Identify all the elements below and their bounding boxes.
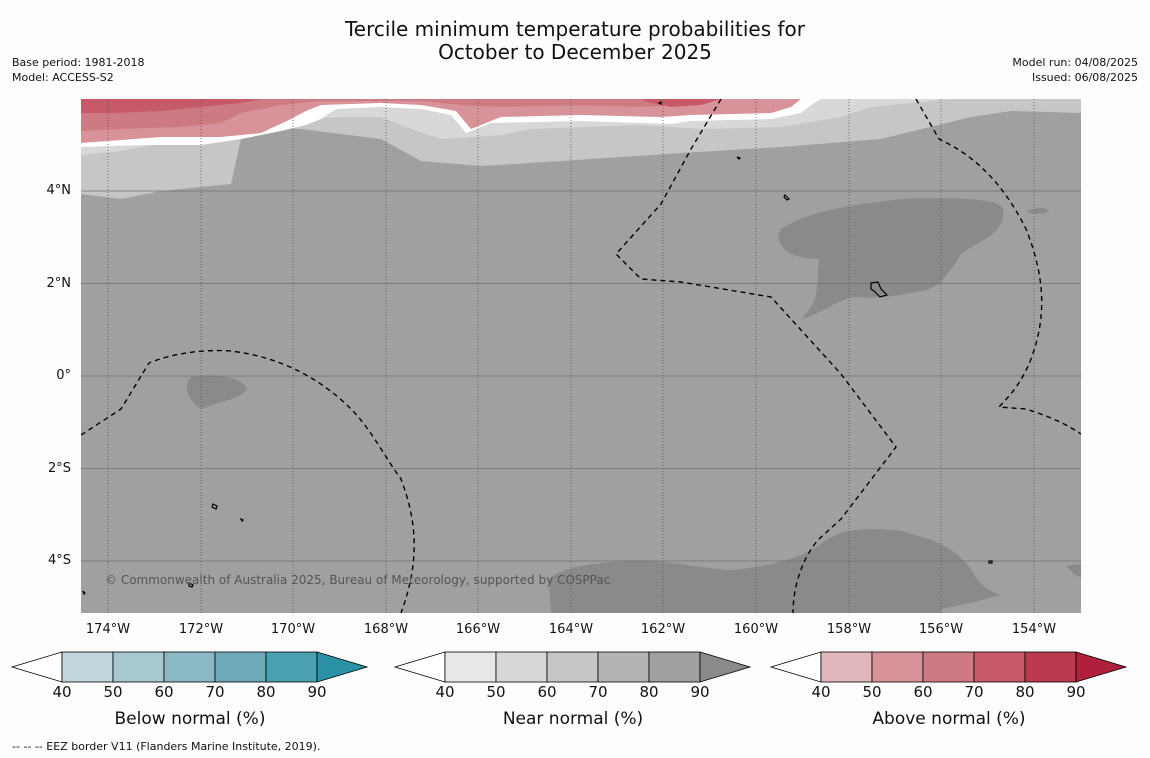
lon-label-172w: 172°W (178, 622, 224, 637)
above-normal-50-region (81, 99, 801, 143)
eez-footnote: -- -- -- EEZ border V11 (Flanders Marine… (12, 740, 321, 753)
title-line-2: October to December 2025 (438, 40, 712, 64)
colorbar-swatch (871, 651, 924, 683)
model-name: Model: ACCESS-S2 (12, 71, 114, 84)
above-normal-colorbar (769, 651, 1128, 683)
colorbar-swatch (1024, 651, 1077, 683)
tick-label: 80 (256, 683, 276, 701)
tick-label: 60 (154, 683, 174, 701)
tick-label: 70 (964, 683, 984, 701)
model-run-date: Model run: 04/08/2025 (1012, 56, 1138, 69)
tick-label: 50 (486, 683, 506, 701)
lon-label-160w: 160°W (733, 622, 779, 637)
tick-label: 80 (639, 683, 659, 701)
colorbar-swatch (444, 651, 497, 683)
map-title: Tercile minimum temperature probabilitie… (0, 18, 1150, 64)
lon-label-162w: 162°W (640, 622, 686, 637)
lat-label-2s: 2°S (47, 461, 71, 476)
colorbar-swatch (163, 651, 216, 683)
above-normal-60-region (81, 99, 721, 131)
colorbar-swatch (648, 651, 701, 683)
lat-label-2n: 2°N (46, 276, 72, 291)
colorbar-swatch (922, 651, 975, 683)
tick-label: 70 (588, 683, 608, 701)
tick-label: 40 (811, 683, 831, 701)
above-normal-70-region-east (641, 99, 721, 107)
title-line-1: Tercile minimum temperature probabilitie… (344, 17, 806, 41)
map-canvas (81, 99, 1081, 613)
near-normal-90-patch-north (778, 198, 1004, 319)
below-normal-colorbar (10, 651, 369, 683)
lon-label-156w: 156°W (918, 622, 964, 637)
lon-label-166w: 166°W (455, 622, 501, 637)
below-normal-label: Below normal (%) (114, 709, 266, 729)
lon-label-154w: 154°W (1011, 622, 1057, 637)
lon-label-168w: 168°W (363, 622, 409, 637)
colorbar-swatch (265, 651, 318, 683)
colorbar-swatch (1075, 651, 1128, 683)
low-probability-band (81, 99, 1081, 147)
tick-label: 80 (1015, 683, 1035, 701)
tick-label: 40 (52, 683, 72, 701)
near-normal-90-patch-equator (186, 375, 247, 409)
colorbar-swatch (61, 651, 114, 683)
tick-label: 90 (690, 683, 710, 701)
eez-borders (81, 99, 1081, 613)
lon-label-164w: 164°W (548, 622, 594, 637)
near-normal-70-region (81, 99, 1081, 199)
near-normal-label: Near normal (%) (502, 709, 644, 729)
near-normal-90-patch-small (1026, 208, 1049, 214)
colorbar-swatch (495, 651, 548, 683)
tick-label: 40 (435, 683, 455, 701)
copyright-notice: © Commonwealth of Australia 2025, Bureau… (105, 573, 611, 587)
base-period: Base period: 1981-2018 (12, 56, 145, 69)
issued-date: Issued: 06/08/2025 (1031, 71, 1138, 84)
latitude-gridlines (81, 190, 1081, 562)
colorbar-swatch (973, 651, 1026, 683)
near-normal-60-region (81, 99, 1081, 155)
tick-label: 60 (537, 683, 557, 701)
tick-label: 50 (103, 683, 123, 701)
near-normal-colorbar (393, 651, 752, 683)
above-normal-70-region (81, 99, 261, 113)
colorbar-swatch (214, 651, 267, 683)
tick-label: 90 (307, 683, 327, 701)
near-normal-90-patch-south (549, 528, 1001, 613)
model-info: Base period: 1981-2018 Model: ACCESS-S2 (12, 55, 144, 85)
near-normal-80-region (81, 99, 1081, 613)
above-normal-label: Above normal (%) (872, 709, 1026, 729)
lon-label-174w: 174°W (85, 622, 131, 637)
tick-label: 70 (205, 683, 225, 701)
tick-label: 50 (862, 683, 882, 701)
lon-label-158w: 158°W (826, 622, 872, 637)
islands (82, 101, 993, 596)
lon-label-170w: 170°W (270, 622, 316, 637)
colorbar-swatch (112, 651, 165, 683)
colorbar-swatch (699, 651, 752, 683)
run-info: Model run: 04/08/2025 Issued: 06/08/2025 (1012, 55, 1138, 85)
lat-label-4n: 4°N (46, 183, 72, 198)
colorbar-swatch (820, 651, 873, 683)
colorbar-swatch (316, 651, 369, 683)
probability-map: © Commonwealth of Australia 2025, Bureau… (81, 99, 1081, 613)
tick-label: 90 (1066, 683, 1086, 701)
lat-label-0: 0° (56, 368, 71, 383)
colorbar-swatch (597, 651, 650, 683)
tick-label: 60 (913, 683, 933, 701)
lat-label-4s: 4°S (47, 553, 71, 568)
colorbar-swatch (546, 651, 599, 683)
near-normal-90-patch-east (1066, 564, 1081, 577)
